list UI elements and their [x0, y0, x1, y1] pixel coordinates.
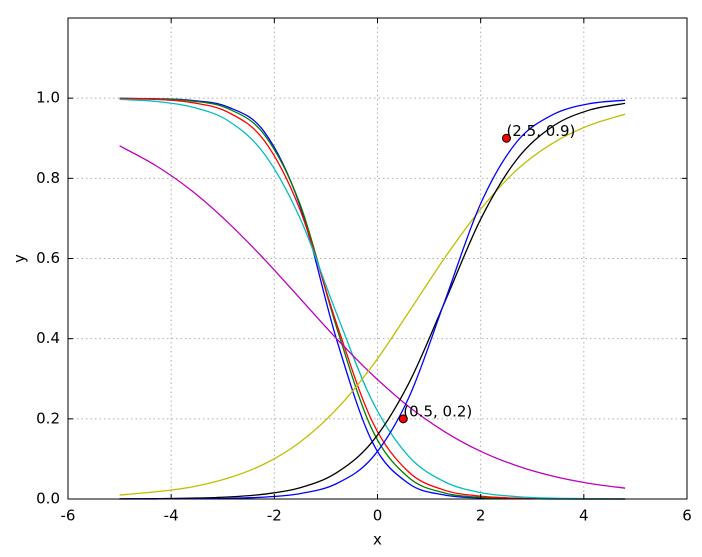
line-series [119, 98, 626, 500]
x-tick-label: 0 [373, 507, 383, 525]
line-series [119, 99, 626, 500]
x-tick-label: -2 [267, 507, 282, 525]
line-series [119, 102, 626, 500]
line-series [119, 145, 626, 489]
y-tick-label: 0.2 [36, 409, 60, 427]
y-tick-label: 0.6 [36, 249, 60, 267]
annotation-label: (2.5, 0.9) [506, 122, 575, 140]
x-tick-label: 2 [476, 507, 486, 525]
annotation-point [501, 133, 511, 143]
line-series [119, 97, 626, 500]
y-tick-label: 1.0 [36, 89, 60, 107]
line-series [119, 113, 626, 496]
x-tick-label: -6 [61, 507, 76, 525]
y-tick-label: 0.0 [36, 490, 60, 508]
plot-area: (0.5, 0.2) (2.5, 0.9) [67, 18, 688, 500]
y-tick-label: 0.4 [36, 329, 60, 347]
annotation-point [398, 414, 408, 424]
x-tick-label: 6 [682, 507, 692, 525]
x-tick-label: 4 [579, 507, 589, 525]
line-series [119, 97, 626, 500]
annotation-label: (0.5, 0.2) [403, 402, 472, 420]
line-series [119, 97, 626, 500]
x-axis-label: x [373, 531, 382, 549]
y-axis-label: y [11, 254, 29, 263]
y-tick-label: 0.8 [36, 169, 60, 187]
x-tick-label: -4 [164, 507, 179, 525]
